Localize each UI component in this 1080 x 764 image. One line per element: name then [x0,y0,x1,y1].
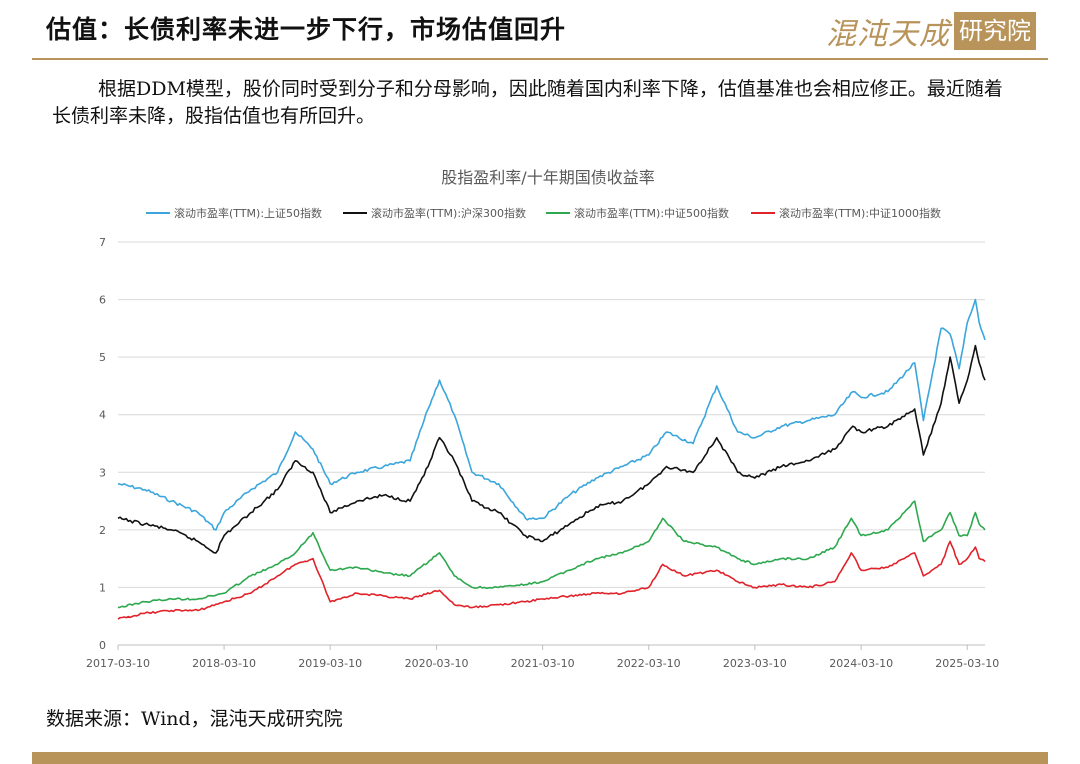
legend-entry: 滚动市盈率(TTM):沪深300指数 [371,206,526,220]
y-axis: 0 1 2 3 4 5 6 7 [99,236,106,652]
x-tick-label: 2023-03-10 [723,657,787,670]
y-tick-label: 5 [99,351,106,364]
chart-grid [118,241,985,646]
body-paragraph: 根据DDM模型，股价同时受到分子和分母影响，因此随着国内利率下降，估值基准也会相… [52,78,1003,127]
series-line [117,298,986,531]
x-axis: 2017-03-10 2018-03-10 2019-03-10 2020-03-10… [86,645,999,670]
chart-series [117,298,986,620]
y-tick-label: 1 [99,581,106,594]
x-tick-label: 2025-03-10 [935,657,999,670]
legend-entry: 滚动市盈率(TTM):中证1000指数 [779,206,941,220]
y-tick-label: 4 [99,409,106,422]
x-tick-label: 2022-03-10 [617,657,681,670]
series-line [117,540,986,620]
x-tick-label: 2017-03-10 [86,657,150,670]
chart-title: 股指盈利率/十年期国债收益率 [441,168,654,187]
y-tick-label: 3 [99,466,106,479]
logo-text: 混沌天成 [826,17,950,52]
y-tick-label: 0 [99,639,106,652]
x-tick-label: 2018-03-10 [192,657,256,670]
x-tick-label: 2019-03-10 [298,657,362,670]
data-source: 数据来源：Wind，混沌天成研究院 [46,708,343,730]
page-title: 估值：长债利率未进一步下行，市场估值回升 [46,15,567,44]
chart-legend: 滚动市盈率(TTM):上证50指数 滚动市盈率(TTM):沪深300指数 滚动市盈率… [146,206,941,220]
x-tick-label: 2020-03-10 [405,657,469,670]
x-tick-label: 2021-03-10 [511,657,575,670]
series-line [117,500,986,609]
legend-entry: 滚动市盈率(TTM):上证50指数 [174,206,322,220]
header-divider [32,58,1048,60]
y-tick-label: 7 [99,236,106,249]
y-tick-label: 6 [99,294,106,307]
logo-box-text: 研究院 [954,12,1036,50]
brand-logo: 混沌天成 研究院 [826,11,1036,52]
x-tick-label: 2024-03-10 [829,657,893,670]
footer-bar [32,752,1048,764]
legend-entry: 滚动市盈率(TTM):中证500指数 [574,206,729,220]
series-line [117,344,986,554]
y-tick-label: 2 [99,524,106,537]
line-chart: 股指盈利率/十年期国债收益率 滚动市盈率(TTM):上证50指数 滚动市盈率(TT… [86,168,999,670]
